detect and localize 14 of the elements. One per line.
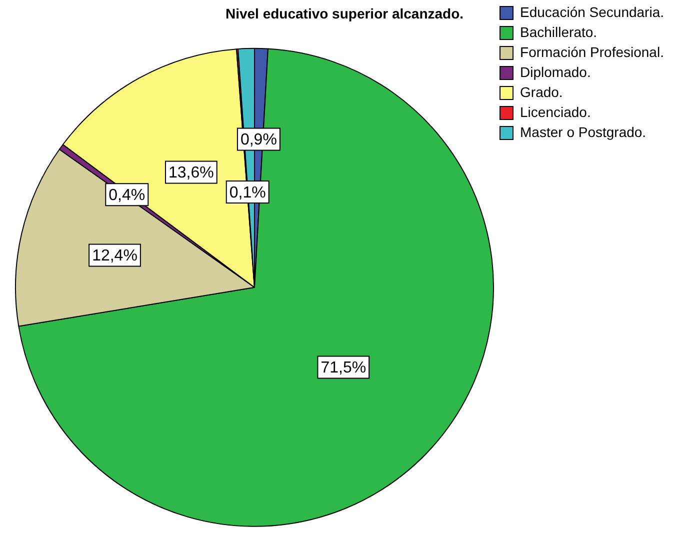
data-label: 13,6%: [168, 164, 214, 182]
chart-title: Nivel educativo superior alcanzado.: [225, 5, 464, 22]
data-label: 0,1%: [229, 184, 266, 202]
data-label: 12,4%: [92, 248, 138, 265]
legend-label: Grado.: [520, 84, 563, 100]
legend-label: Educación Secundaria.: [520, 4, 664, 20]
legend-label: Diplomado.: [520, 64, 591, 80]
legend-label: Bachillerato.: [520, 24, 598, 40]
legend-label: Master o Postgrado.: [520, 124, 646, 140]
data-label: 0,9%: [240, 132, 277, 149]
data-label: 0,4%: [108, 187, 146, 204]
data-label: 71,5%: [320, 360, 366, 377]
legend-label: Licenciado.: [520, 104, 591, 120]
legend-label: Formación Profesional.: [520, 44, 664, 60]
